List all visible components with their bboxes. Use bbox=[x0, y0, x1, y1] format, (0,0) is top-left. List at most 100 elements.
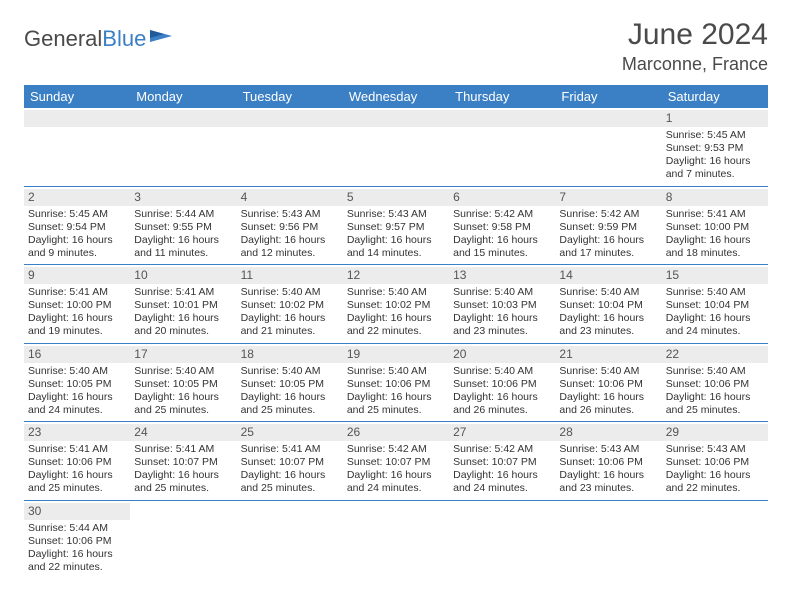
calendar-cell: 8Sunrise: 5:41 AMSunset: 10:00 PMDayligh… bbox=[662, 186, 768, 265]
day-number: 30 bbox=[24, 503, 130, 520]
daylight-text: Daylight: 16 hours bbox=[666, 234, 764, 247]
calendar-cell: 5Sunrise: 5:43 AMSunset: 9:57 PMDaylight… bbox=[343, 186, 449, 265]
day-number bbox=[237, 110, 343, 127]
day-number: 8 bbox=[662, 189, 768, 206]
daylight-text: and 23 minutes. bbox=[559, 325, 657, 338]
sunset-text: Sunset: 10:00 PM bbox=[28, 299, 126, 312]
sunrise-text: Sunrise: 5:40 AM bbox=[666, 286, 764, 299]
day-number: 19 bbox=[343, 346, 449, 363]
daylight-text: Daylight: 16 hours bbox=[453, 234, 551, 247]
sunset-text: Sunset: 10:07 PM bbox=[241, 456, 339, 469]
sunset-text: Sunset: 10:04 PM bbox=[666, 299, 764, 312]
sunrise-text: Sunrise: 5:40 AM bbox=[453, 286, 551, 299]
calendar-row: 16Sunrise: 5:40 AMSunset: 10:05 PMDaylig… bbox=[24, 343, 768, 422]
sunrise-text: Sunrise: 5:41 AM bbox=[134, 443, 232, 456]
calendar-cell: 15Sunrise: 5:40 AMSunset: 10:04 PMDaylig… bbox=[662, 265, 768, 344]
daylight-text: Daylight: 16 hours bbox=[559, 469, 657, 482]
calendar-cell: 6Sunrise: 5:42 AMSunset: 9:58 PMDaylight… bbox=[449, 186, 555, 265]
sunrise-text: Sunrise: 5:41 AM bbox=[666, 208, 764, 221]
calendar-cell: 9Sunrise: 5:41 AMSunset: 10:00 PMDayligh… bbox=[24, 265, 130, 344]
logo-flag-icon bbox=[150, 30, 174, 48]
sunset-text: Sunset: 10:05 PM bbox=[28, 378, 126, 391]
weekday-header: Saturday bbox=[662, 85, 768, 108]
sunrise-text: Sunrise: 5:41 AM bbox=[28, 443, 126, 456]
sunrise-text: Sunrise: 5:44 AM bbox=[28, 522, 126, 535]
sunset-text: Sunset: 10:06 PM bbox=[559, 378, 657, 391]
sunset-text: Sunset: 10:06 PM bbox=[28, 456, 126, 469]
calendar-row: 2Sunrise: 5:45 AMSunset: 9:54 PMDaylight… bbox=[24, 186, 768, 265]
weekday-header: Monday bbox=[130, 85, 236, 108]
day-number: 2 bbox=[24, 189, 130, 206]
location: Marconne, France bbox=[622, 54, 768, 75]
day-number: 13 bbox=[449, 267, 555, 284]
calendar-cell: 25Sunrise: 5:41 AMSunset: 10:07 PMDaylig… bbox=[237, 422, 343, 501]
logo: GeneralBlue bbox=[24, 26, 174, 52]
sunrise-text: Sunrise: 5:40 AM bbox=[28, 365, 126, 378]
daylight-text: and 24 minutes. bbox=[666, 325, 764, 338]
daylight-text: and 9 minutes. bbox=[28, 247, 126, 260]
daylight-text: and 12 minutes. bbox=[241, 247, 339, 260]
calendar-cell: 26Sunrise: 5:42 AMSunset: 10:07 PMDaylig… bbox=[343, 422, 449, 501]
sunset-text: Sunset: 9:59 PM bbox=[559, 221, 657, 234]
sunset-text: Sunset: 10:02 PM bbox=[347, 299, 445, 312]
daylight-text: and 25 minutes. bbox=[241, 482, 339, 495]
sunset-text: Sunset: 10:02 PM bbox=[241, 299, 339, 312]
daylight-text: and 11 minutes. bbox=[134, 247, 232, 260]
day-number: 6 bbox=[449, 189, 555, 206]
daylight-text: and 22 minutes. bbox=[666, 482, 764, 495]
calendar-cell: 30Sunrise: 5:44 AMSunset: 10:06 PMDaylig… bbox=[24, 500, 130, 578]
logo-word1: General bbox=[24, 26, 102, 52]
calendar-cell: 29Sunrise: 5:43 AMSunset: 10:06 PMDaylig… bbox=[662, 422, 768, 501]
calendar-cell: 14Sunrise: 5:40 AMSunset: 10:04 PMDaylig… bbox=[555, 265, 661, 344]
sunset-text: Sunset: 10:07 PM bbox=[134, 456, 232, 469]
day-number: 16 bbox=[24, 346, 130, 363]
day-number: 20 bbox=[449, 346, 555, 363]
sunset-text: Sunset: 10:06 PM bbox=[453, 378, 551, 391]
day-number bbox=[449, 110, 555, 127]
weekday-header-row: Sunday Monday Tuesday Wednesday Thursday… bbox=[24, 85, 768, 108]
daylight-text: Daylight: 16 hours bbox=[347, 469, 445, 482]
calendar-cell bbox=[343, 500, 449, 578]
day-number: 10 bbox=[130, 267, 236, 284]
sunset-text: Sunset: 10:06 PM bbox=[666, 456, 764, 469]
daylight-text: Daylight: 16 hours bbox=[28, 234, 126, 247]
daylight-text: and 25 minutes. bbox=[134, 404, 232, 417]
sunrise-text: Sunrise: 5:45 AM bbox=[28, 208, 126, 221]
sunset-text: Sunset: 9:53 PM bbox=[666, 142, 764, 155]
sunrise-text: Sunrise: 5:45 AM bbox=[666, 129, 764, 142]
sunrise-text: Sunrise: 5:42 AM bbox=[453, 208, 551, 221]
sunrise-text: Sunrise: 5:41 AM bbox=[241, 443, 339, 456]
sunrise-text: Sunrise: 5:40 AM bbox=[559, 286, 657, 299]
day-number bbox=[343, 110, 449, 127]
daylight-text: Daylight: 16 hours bbox=[666, 312, 764, 325]
weekday-header: Friday bbox=[555, 85, 661, 108]
calendar-row: 30Sunrise: 5:44 AMSunset: 10:06 PMDaylig… bbox=[24, 500, 768, 578]
daylight-text: Daylight: 16 hours bbox=[666, 469, 764, 482]
daylight-text: Daylight: 16 hours bbox=[347, 312, 445, 325]
sunrise-text: Sunrise: 5:40 AM bbox=[134, 365, 232, 378]
day-number: 21 bbox=[555, 346, 661, 363]
daylight-text: and 18 minutes. bbox=[666, 247, 764, 260]
calendar-row: 1Sunrise: 5:45 AMSunset: 9:53 PMDaylight… bbox=[24, 108, 768, 186]
sunrise-text: Sunrise: 5:40 AM bbox=[453, 365, 551, 378]
calendar-cell: 28Sunrise: 5:43 AMSunset: 10:06 PMDaylig… bbox=[555, 422, 661, 501]
calendar-cell: 23Sunrise: 5:41 AMSunset: 10:06 PMDaylig… bbox=[24, 422, 130, 501]
day-number: 22 bbox=[662, 346, 768, 363]
header: GeneralBlue June 2024 Marconne, France bbox=[24, 18, 768, 75]
daylight-text: and 25 minutes. bbox=[28, 482, 126, 495]
daylight-text: Daylight: 16 hours bbox=[666, 391, 764, 404]
day-number: 11 bbox=[237, 267, 343, 284]
sunset-text: Sunset: 10:01 PM bbox=[134, 299, 232, 312]
calendar-cell: 27Sunrise: 5:42 AMSunset: 10:07 PMDaylig… bbox=[449, 422, 555, 501]
calendar-cell bbox=[449, 108, 555, 186]
calendar-cell: 7Sunrise: 5:42 AMSunset: 9:59 PMDaylight… bbox=[555, 186, 661, 265]
sunset-text: Sunset: 10:04 PM bbox=[559, 299, 657, 312]
day-number: 17 bbox=[130, 346, 236, 363]
daylight-text: Daylight: 16 hours bbox=[28, 548, 126, 561]
sunset-text: Sunset: 9:56 PM bbox=[241, 221, 339, 234]
calendar-cell: 4Sunrise: 5:43 AMSunset: 9:56 PMDaylight… bbox=[237, 186, 343, 265]
daylight-text: Daylight: 16 hours bbox=[134, 234, 232, 247]
sunset-text: Sunset: 10:05 PM bbox=[134, 378, 232, 391]
daylight-text: and 15 minutes. bbox=[453, 247, 551, 260]
day-number: 12 bbox=[343, 267, 449, 284]
